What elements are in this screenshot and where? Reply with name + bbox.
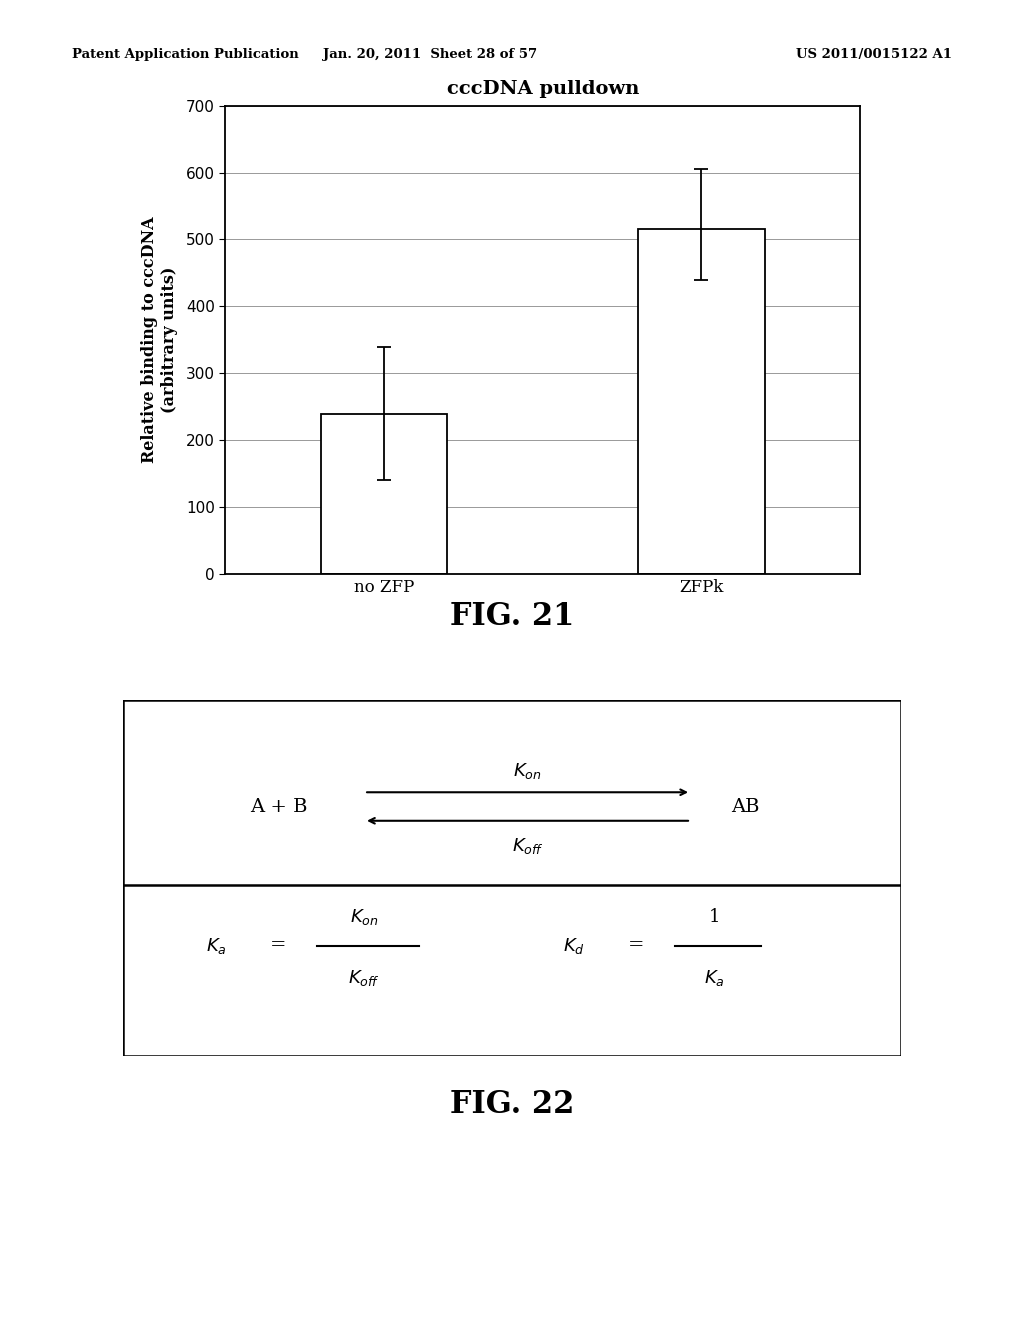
Text: $K_{off}$: $K_{off}$	[512, 836, 544, 855]
Text: $K_d$: $K_d$	[563, 936, 585, 956]
Bar	[638, 230, 765, 574]
Text: Jan. 20, 2011  Sheet 28 of 57: Jan. 20, 2011 Sheet 28 of 57	[323, 48, 538, 61]
Text: US 2011/0015122 A1: US 2011/0015122 A1	[797, 48, 952, 61]
Text: A + B: A + B	[250, 797, 307, 816]
Y-axis label: Relative binding to cccDNA
(arbitrary units): Relative binding to cccDNA (arbitrary un…	[141, 216, 177, 463]
Text: $K_{off}$: $K_{off}$	[348, 968, 380, 987]
Text: 1: 1	[709, 908, 720, 927]
Text: AB: AB	[731, 797, 760, 816]
Text: Patent Application Publication: Patent Application Publication	[72, 48, 298, 61]
Text: FIG. 22: FIG. 22	[450, 1089, 574, 1119]
Text: $K_a$: $K_a$	[206, 936, 226, 956]
Title: cccDNA pulldown: cccDNA pulldown	[446, 81, 639, 99]
Text: FIG. 21: FIG. 21	[450, 601, 574, 631]
Text: =: =	[270, 936, 287, 954]
Text: $K_a$: $K_a$	[703, 968, 725, 987]
Text: $K_{on}$: $K_{on}$	[513, 760, 542, 781]
Text: =: =	[629, 936, 645, 954]
Bar	[321, 413, 447, 574]
Text: $K_{on}$: $K_{on}$	[350, 907, 379, 927]
